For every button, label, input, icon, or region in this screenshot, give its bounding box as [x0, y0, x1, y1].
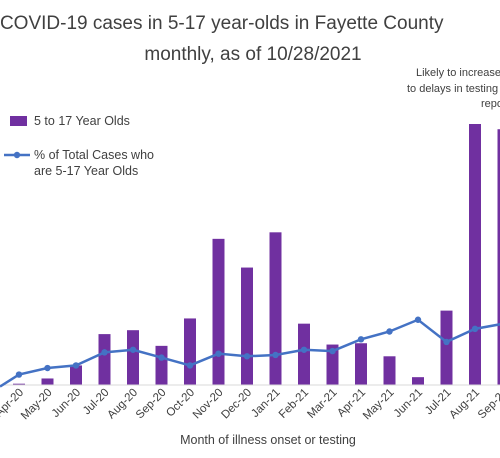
annotation-line-3: reporting: [481, 98, 500, 110]
x-tick-labels: Apr-20May-20Jun-20Jul-20Aug-20Sep-20Oct-…: [0, 387, 500, 423]
line-point-mar-21: [329, 347, 336, 355]
x-tick-sep-21: Sep-21: [476, 387, 500, 422]
x-tick-feb-21: Feb-21: [277, 387, 311, 421]
annotation-line-2: to delays in testing and: [407, 83, 500, 95]
line-point-dec-20: [243, 353, 251, 360]
line-point-jun-21: [414, 316, 422, 323]
line-point-aug-20: [129, 346, 137, 353]
line-point-apr-21: [357, 336, 365, 343]
bar-aug-20: [127, 330, 139, 385]
bar-dec-20: [241, 267, 253, 385]
x-tick-mar-21: Mar-21: [305, 387, 339, 421]
line-point-apr-20: [15, 371, 23, 378]
bar-jan-21: [269, 232, 282, 385]
x-axis-title: Month of illness onset or testing: [180, 433, 356, 447]
bar-sep-21: [497, 129, 500, 385]
line-point-oct-20: [186, 362, 194, 369]
line-point-jan-21: [272, 351, 279, 359]
x-tick-nov-20: Nov-20: [191, 387, 226, 422]
line-point-jun-20: [72, 362, 80, 369]
bar-jul-20: [98, 334, 111, 385]
bar-may-21: [383, 356, 396, 385]
bar-oct-20: [184, 318, 196, 385]
line-series-group: [0, 316, 500, 388]
x-tick-dec-20: Dec-20: [219, 387, 254, 422]
line-point-jul-20: [101, 349, 108, 356]
line-point-aug-21: [471, 325, 479, 333]
legend-line-label-2: are 5-17 Year Olds: [34, 164, 138, 178]
line-point-feb-21: [300, 346, 308, 353]
x-tick-sep-20: Sep-20: [134, 387, 169, 422]
x-tick-aug-20: Aug-20: [105, 387, 140, 422]
bar-jun-21: [412, 377, 424, 385]
line-point-sep-20: [158, 354, 165, 361]
bar-mar-21: [326, 344, 339, 385]
x-tick-may-21: May-21: [361, 387, 397, 423]
x-tick-may-20: May-20: [19, 387, 55, 423]
bar-sep-20: [155, 345, 168, 385]
bar-feb-21: [298, 323, 310, 385]
annotation-line-1: Likely to increase due: [416, 67, 500, 79]
x-tick-jun-21: Jun-21: [392, 387, 425, 420]
bar-may-20: [41, 378, 54, 385]
bar-jul-21: [440, 310, 453, 385]
x-tick-jan-21: Jan-21: [249, 387, 282, 420]
legend-bar-label: 5 to 17 Year Olds: [34, 114, 130, 128]
line-point-jul-21: [443, 338, 450, 346]
bar-jun-20: [70, 365, 82, 385]
chart-title-line-1: Reported COVID-19 cases in 5-17 year-old…: [0, 13, 444, 34]
bar-apr-21: [355, 343, 367, 385]
line-path: [0, 318, 500, 388]
x-tick-aug-21: Aug-21: [447, 387, 482, 422]
bar-apr-20: [13, 383, 25, 385]
line-point-nov-20: [215, 350, 222, 357]
line-point-may-21: [386, 328, 393, 335]
bar-aug-21: [469, 124, 481, 385]
line-point-may-20: [44, 364, 51, 372]
chart-title-line-2: monthly, as of 10/28/2021: [144, 44, 361, 65]
legend-line-marker: [13, 151, 21, 159]
legend-line-label-1: % of Total Cases who: [34, 148, 154, 162]
legend-bar-swatch: [10, 116, 27, 126]
x-tick-jun-20: Jun-20: [50, 387, 83, 420]
bar-nov-20: [212, 238, 225, 385]
